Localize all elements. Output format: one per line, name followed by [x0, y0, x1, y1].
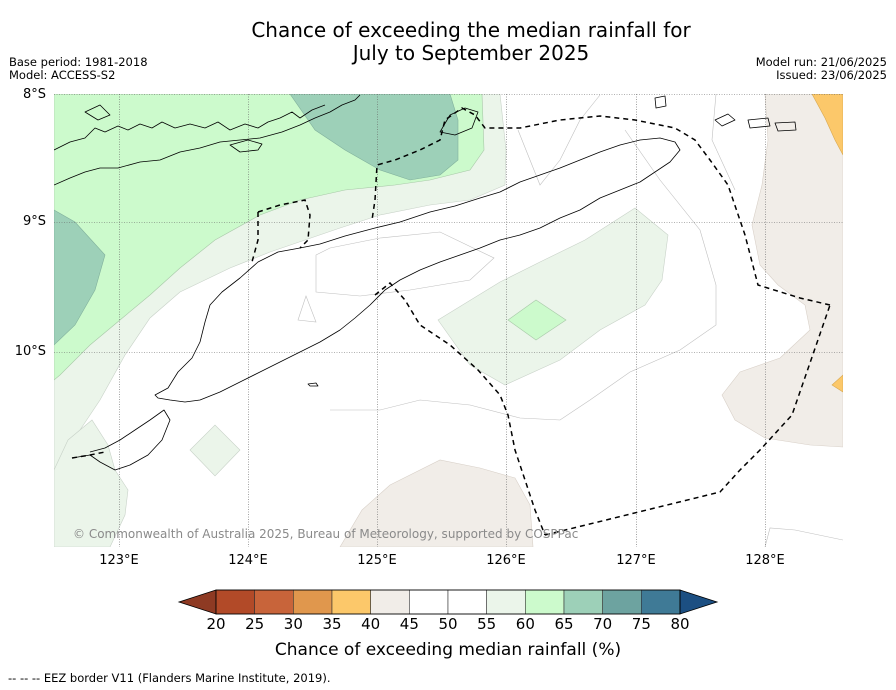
contour-50-line-d	[711, 94, 736, 191]
gridlines	[54, 94, 843, 547]
colorbar-swatch	[370, 589, 410, 615]
eez-border-east	[371, 107, 831, 306]
coastline-flores-north	[54, 94, 361, 186]
contour-50-line-f	[764, 527, 843, 547]
lon-label-128e: 128°E	[745, 553, 785, 568]
colorbar-swatch	[641, 589, 681, 615]
contour-55-60-central	[437, 207, 669, 386]
coastline-east-isles-c	[747, 117, 771, 129]
eez-border-west-timor	[71, 451, 106, 459]
colorbar	[177, 589, 719, 615]
colorbar-swatch	[215, 589, 255, 615]
colorbar-swatch	[525, 589, 565, 615]
colorbar-tick-label: 50	[438, 615, 458, 633]
map-field	[54, 94, 843, 547]
contour-55-60-small	[189, 424, 241, 477]
colorbar-swatch	[563, 589, 603, 615]
colorbar-swatch	[409, 589, 449, 615]
eez-border-west	[251, 212, 259, 263]
contour-35-40-east	[831, 374, 843, 393]
model-name: Model: ACCESS-S2	[9, 68, 116, 82]
meta-left: Base period: 1981-2018 Model: ACCESS-S2	[9, 56, 148, 82]
colorbar-tick-label: 35	[322, 615, 342, 633]
coastline-roti	[307, 382, 319, 387]
coastline-wetar	[439, 107, 479, 136]
map-title: Chance of exceeding the median rainfall …	[0, 19, 896, 65]
lon-label-125e: 125°E	[357, 553, 397, 568]
contour-50-line-e	[297, 295, 317, 323]
colorbar-swatch	[602, 589, 642, 615]
lon-label-123e: 123°E	[99, 553, 139, 568]
contour-40-45-east	[721, 94, 843, 448]
lat-label-10s: 10°S	[14, 344, 46, 359]
colorbar-tick-label: 40	[361, 615, 381, 633]
contour-60-65-central	[507, 299, 567, 341]
coastline-east-isles-b	[714, 113, 736, 127]
coastline-east-isles-d	[774, 121, 797, 132]
colorbar-swatch	[447, 589, 487, 615]
title-line-2: July to September 2025	[352, 41, 590, 65]
base-period: Base period: 1981-2018	[9, 55, 148, 69]
contour-50-line-a	[315, 231, 495, 297]
contour-55-60-south	[54, 419, 129, 547]
colorbar-tick-label: 65	[554, 615, 574, 633]
colorbar-label: Chance of exceeding median rainfall (%)	[274, 640, 622, 660]
contour-35-40-north	[811, 94, 843, 156]
coastlines	[54, 94, 797, 471]
coastline-flores-south	[54, 104, 326, 151]
model-run: Model run: 21/06/2025	[755, 55, 887, 69]
copyright-notice: © Commonwealth of Australia 2025, Bureau…	[73, 527, 579, 541]
coastline-small-isle-a	[84, 104, 111, 121]
coastline-east-isles-a	[654, 95, 667, 109]
contour-65-70-west	[54, 209, 106, 346]
eez-border	[71, 107, 831, 536]
title-line-1: Chance of exceeding the median rainfall …	[251, 18, 691, 42]
issued-date: Issued: 23/06/2025	[776, 68, 887, 82]
colorbar-swatch	[486, 589, 526, 615]
contour-50-line-b	[517, 94, 601, 186]
colorbar-tick-label: 45	[399, 615, 419, 633]
colorbar-tick-label: 60	[515, 615, 535, 633]
colorbar-frame	[215, 589, 681, 615]
colorbar-under-arrow	[177, 589, 217, 615]
contour-50-line-c	[330, 129, 717, 421]
colorbar-tick-label: 30	[283, 615, 303, 633]
colorbar-tick-label: 80	[670, 615, 690, 633]
colorbar-over-arrow	[679, 589, 719, 615]
eez-border-oecusse	[257, 199, 311, 249]
contour-65-70-north	[289, 94, 459, 181]
colorbar-tick-label: 55	[477, 615, 497, 633]
colorbar-tick-label: 20	[206, 615, 226, 633]
lat-label-8s: 8°S	[22, 87, 46, 102]
eez-footnote: -- -- -- EEZ border V11 (Flanders Marine…	[8, 671, 331, 685]
colorbar-tick-label: 25	[245, 615, 265, 633]
colorbar-tick-label: 70	[593, 615, 613, 633]
coastline-timor-northwest	[71, 409, 171, 471]
colorbar-swatch	[293, 589, 333, 615]
coastline-timor-main	[154, 137, 681, 403]
lon-label-126e: 126°E	[486, 553, 526, 568]
colorbar-swatch	[254, 589, 294, 615]
meta-right: Model run: 21/06/2025 Issued: 23/06/2025	[756, 56, 887, 82]
colorbar-swatch	[331, 589, 371, 615]
lon-label-124e: 124°E	[228, 553, 268, 568]
colorbar-tick-label: 75	[631, 615, 651, 633]
lon-label-127e: 127°E	[616, 553, 656, 568]
eez-border-timor-sea	[374, 281, 546, 536]
lat-label-9s: 9°S	[22, 214, 46, 229]
coastline-alor	[229, 139, 263, 153]
contour-40-45-south	[339, 459, 534, 547]
